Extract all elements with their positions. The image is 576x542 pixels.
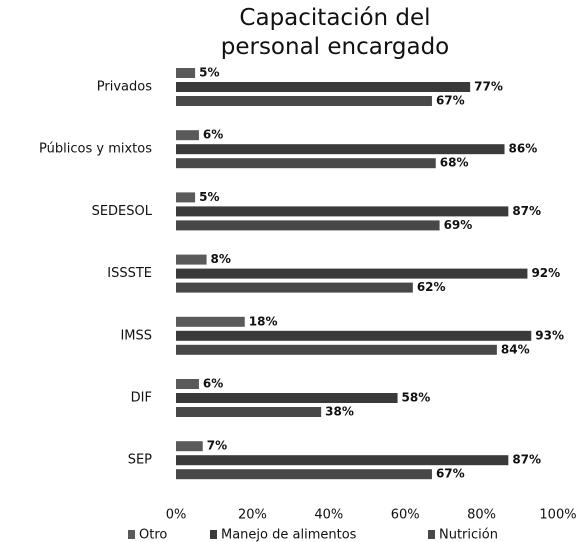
bar	[176, 82, 471, 92]
bar	[176, 282, 413, 293]
bar	[176, 144, 505, 155]
bar	[176, 130, 199, 141]
bar	[176, 158, 436, 169]
bar	[176, 316, 245, 327]
y-tick-label: SEDESOL	[92, 204, 153, 219]
bar	[176, 379, 199, 389]
y-tick-label: ISSSTE	[107, 266, 152, 281]
x-tick-label: 100%	[539, 508, 576, 523]
value-label: 67%	[436, 94, 465, 108]
legend-label: Manejo de alimentos	[221, 528, 357, 542]
value-label: 77%	[474, 80, 503, 94]
x-tick-label: 60%	[391, 508, 420, 523]
value-label: 92%	[531, 266, 560, 280]
value-label: 84%	[501, 342, 530, 356]
value-label: 38%	[325, 405, 354, 419]
value-label: 68%	[440, 156, 469, 170]
y-tick-label: DIF	[131, 391, 152, 406]
bar	[176, 441, 203, 452]
value-label: 86%	[509, 142, 538, 156]
bar	[176, 268, 528, 279]
value-label: 87%	[512, 453, 541, 467]
chart-title: Capacitación del personal encargado	[220, 5, 450, 60]
x-tick-label: 80%	[467, 508, 496, 523]
bar	[176, 220, 440, 231]
value-label: 93%	[535, 328, 564, 342]
bar	[176, 469, 432, 480]
value-label: 5%	[199, 190, 219, 204]
bar	[176, 192, 196, 203]
bar	[176, 254, 207, 265]
value-label: 7%	[207, 439, 227, 453]
legend-swatch	[128, 530, 135, 539]
x-tick-label: 20%	[238, 508, 267, 523]
value-label: 8%	[211, 252, 231, 266]
value-label: 87%	[512, 204, 541, 218]
legend-label: Otro	[139, 528, 167, 542]
value-label: 6%	[203, 377, 223, 391]
x-tick-label: 40%	[314, 508, 343, 523]
value-label: 69%	[444, 218, 473, 232]
x-tick-label: 0%	[166, 508, 187, 523]
bar	[176, 96, 432, 106]
bar	[176, 393, 398, 403]
bar	[176, 344, 497, 355]
value-label: 58%	[402, 391, 431, 405]
y-tick-label: IMSS	[120, 328, 152, 343]
bar	[176, 407, 322, 417]
legend-swatch	[210, 530, 217, 539]
bar	[176, 68, 196, 78]
y-tick-label: SEP	[128, 453, 152, 468]
y-tick-label: Públicos y mixtos	[39, 142, 152, 157]
bar	[176, 206, 509, 217]
value-label: 6%	[203, 128, 223, 142]
value-label: 18%	[249, 314, 278, 328]
value-label: 5%	[199, 66, 219, 80]
value-label: 67%	[436, 467, 465, 481]
bar	[176, 330, 532, 341]
y-tick-label: Privados	[97, 80, 152, 95]
legend-swatch	[428, 530, 435, 539]
value-label: 62%	[417, 280, 446, 294]
legend-label: Nutrición	[439, 528, 498, 542]
bar	[176, 455, 509, 466]
